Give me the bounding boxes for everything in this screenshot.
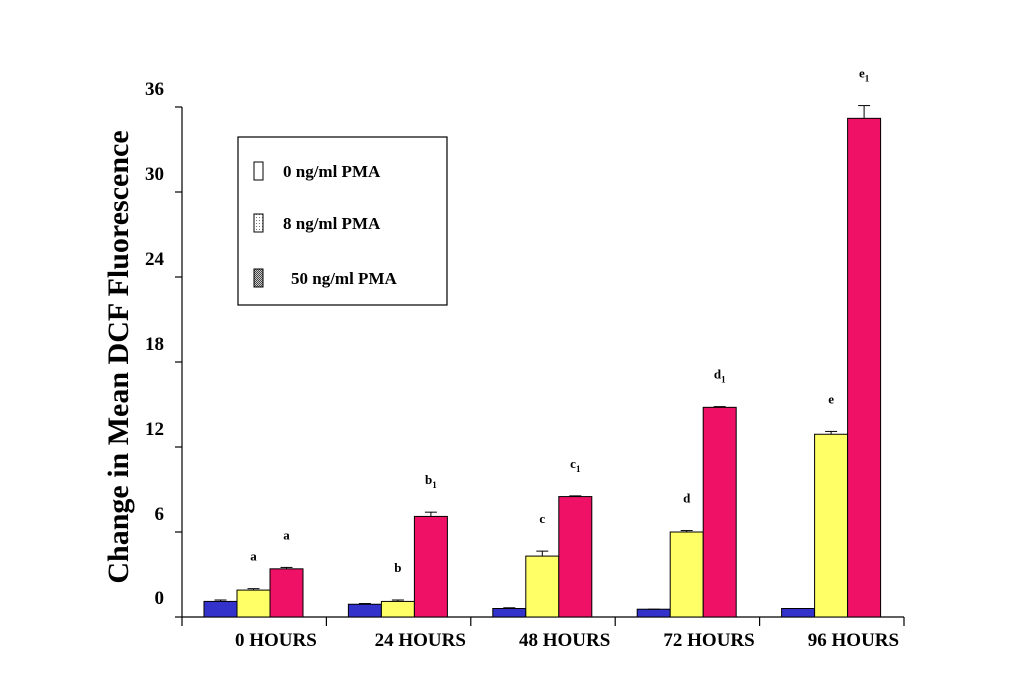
legend-label: 8 ng/ml PMA [283,214,381,233]
significance-subscript: 1 [432,480,437,490]
significance-letter: d [714,367,722,382]
significance-subscript: 1 [865,74,870,84]
y-tick-label: 36 [145,79,164,100]
legend-box [237,136,448,306]
bar [814,433,849,618]
bar [702,406,737,618]
significance-letter: d [683,491,691,506]
significance-label: b [394,560,401,575]
x-category-label: 0 HOURS [235,630,317,651]
legend-label: 0 ng/ml PMA [283,162,381,181]
y-tick-label: 18 [145,334,164,355]
bar [380,600,415,618]
bar [203,600,238,618]
significance-letter: a [283,527,290,542]
x-category-label: 48 HOURS [519,630,610,651]
significance-label: e [828,391,834,406]
y-tick-label: 24 [145,249,165,270]
bar [413,515,448,618]
significance-letter: c [539,511,545,526]
significance-label: c [539,511,545,526]
significance-subscript: 1 [576,464,581,474]
significance-label: a [250,549,257,564]
bar [636,608,671,618]
y-tick-label: 6 [155,504,165,525]
bar [558,496,593,618]
significance-label: b1 [425,472,437,490]
bar [847,117,882,618]
y-axis-title: Change in Mean DCF Fluorescence [102,130,135,583]
significance-label: d [683,491,691,506]
significance-letter: c [570,456,576,471]
x-category-label: 72 HOURS [663,630,754,651]
bar [236,589,271,618]
y-tick-label: 12 [145,419,164,440]
bar [347,603,382,618]
bar [669,531,704,618]
bar [525,555,560,618]
legend-swatch [253,268,264,288]
significance-label: c1 [570,456,581,474]
significance-subscript: 1 [721,375,726,385]
x-category-label: 96 HOURS [808,630,899,651]
bar [492,608,527,618]
significance-label: a [283,527,290,542]
significance-label: d1 [714,367,726,385]
y-tick-label: 30 [145,164,164,185]
bar [269,568,304,618]
bar [781,608,816,618]
significance-letter: e [859,66,865,81]
significance-letter: b [425,472,432,487]
legend-swatch [253,213,264,233]
legend-swatch [253,161,264,181]
significance-letter: e [828,391,834,406]
significance-letter: b [394,560,401,575]
x-category-label: 24 HOURS [375,630,466,651]
significance-letter: a [250,549,257,564]
y-tick-label: 0 [155,588,165,609]
significance-label: e1 [859,66,870,84]
legend-label: 50 ng/ml PMA [291,269,397,288]
